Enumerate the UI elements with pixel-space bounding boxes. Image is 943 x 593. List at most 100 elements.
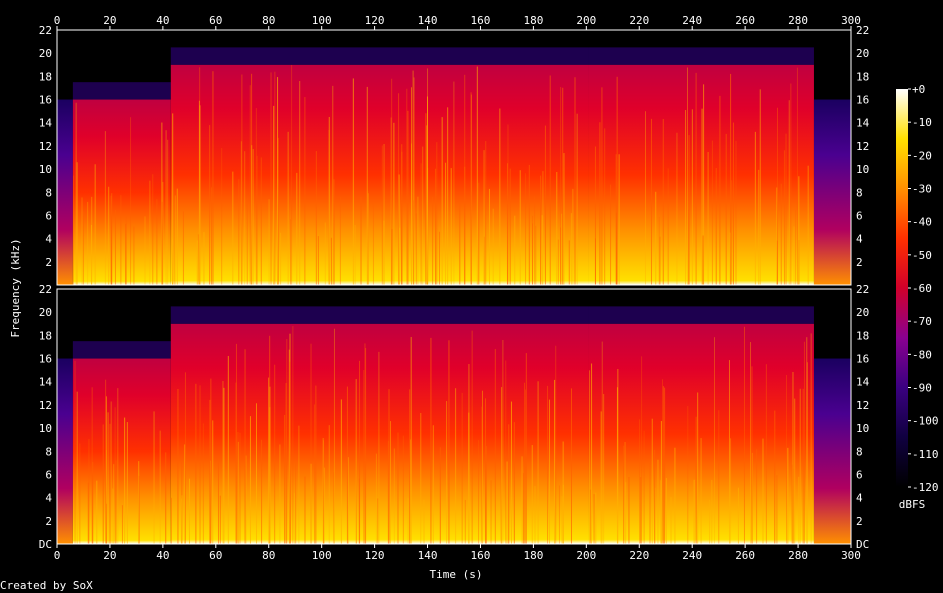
channel-2-streak bbox=[109, 423, 111, 544]
x-tick-top-label: 300 bbox=[841, 14, 861, 27]
channel-2-streak bbox=[87, 482, 89, 544]
channel-1-streak bbox=[560, 227, 562, 285]
channel-2-streak bbox=[153, 411, 155, 544]
channel-2-streak bbox=[310, 343, 312, 544]
channel-2-streak bbox=[115, 460, 117, 544]
channel-1-streak bbox=[244, 151, 246, 285]
channel-1-streak bbox=[197, 234, 199, 285]
channel-2-streak bbox=[410, 336, 412, 544]
channel-2-streak bbox=[651, 418, 653, 544]
channel-2-streak bbox=[662, 386, 664, 544]
x-tick-bottom-label: 140 bbox=[418, 549, 438, 562]
channel-1-streak bbox=[367, 190, 369, 285]
y-tick-right-label: 2 bbox=[856, 515, 863, 528]
colorbar-tick-label: -120 bbox=[912, 481, 939, 494]
x-tick-top-label: 280 bbox=[788, 14, 808, 27]
channel-2-streak bbox=[328, 425, 330, 544]
channel-2-streak bbox=[774, 410, 776, 544]
colorbar-tick-label: +0 bbox=[912, 83, 925, 96]
channel-1-streak bbox=[120, 195, 122, 285]
channel-2-streak bbox=[664, 387, 666, 544]
y-tick-right-label: 2 bbox=[856, 256, 863, 269]
channel-2-streak bbox=[210, 378, 212, 544]
channel-1-streak bbox=[81, 197, 83, 285]
channel-1-streak bbox=[406, 88, 408, 285]
channel-2-streak bbox=[623, 445, 625, 544]
channel-2-streak bbox=[269, 407, 271, 544]
channel-1-streak bbox=[759, 89, 761, 285]
channel-1-streak bbox=[422, 146, 424, 285]
y-tick-left-label: 20 bbox=[39, 47, 52, 60]
channel-1-streak bbox=[111, 193, 113, 285]
channel-1-streak bbox=[317, 236, 319, 285]
channel-1-streak bbox=[76, 162, 78, 285]
channel-2-streak bbox=[525, 353, 527, 544]
channel-2-streak bbox=[245, 455, 247, 544]
colorbar-tick-label: -70 bbox=[912, 315, 932, 328]
x-tick-bottom-label: 240 bbox=[682, 549, 702, 562]
channel-1-streak bbox=[87, 201, 89, 285]
channel-2-streak bbox=[261, 439, 263, 544]
channel-1-frame bbox=[56, 29, 852, 286]
channel-1-streak bbox=[407, 110, 409, 286]
channel-1-streak bbox=[783, 150, 785, 285]
channel-2-streak bbox=[199, 385, 201, 544]
channel-1-streak bbox=[367, 193, 369, 285]
channel-1-streak bbox=[576, 113, 578, 285]
channel-2-streak bbox=[665, 478, 667, 544]
channel-2-streak bbox=[591, 363, 593, 544]
channel-2-streak bbox=[106, 503, 108, 544]
channel-1-streak bbox=[274, 71, 276, 285]
channel-1-streak bbox=[572, 188, 574, 285]
channel-1-streak bbox=[485, 141, 487, 285]
y-tick-right-label: 20 bbox=[856, 306, 869, 319]
channel-1-streak bbox=[332, 85, 334, 285]
channel-2-streak bbox=[471, 330, 473, 544]
channel-1-streak bbox=[702, 235, 704, 285]
channel-2-streak bbox=[806, 362, 808, 544]
channel-1-streak bbox=[758, 169, 760, 285]
channel-2-streak bbox=[323, 467, 325, 544]
y-tick-left-label: 18 bbox=[39, 70, 52, 83]
channel-1-segment-3-rolloff bbox=[170, 47, 589, 65]
channel-2-streak bbox=[791, 464, 793, 544]
channel-1-streak bbox=[453, 81, 455, 286]
channel-1-streak bbox=[130, 117, 132, 285]
channel-2-streak bbox=[794, 398, 796, 544]
channel-1-streak bbox=[735, 140, 737, 285]
channel-2-streak bbox=[765, 364, 767, 544]
channel-1-streak bbox=[167, 139, 169, 285]
channel-1-streak bbox=[289, 219, 291, 285]
channel-2-streak bbox=[91, 387, 93, 544]
channel-2-streak bbox=[388, 389, 390, 544]
y-tick-left-label: 4 bbox=[45, 233, 52, 246]
channel-2-streak bbox=[786, 374, 788, 544]
channel-1-segment-4-rolloff bbox=[588, 47, 814, 65]
channel-1-streak bbox=[731, 180, 733, 285]
channel-1-streak bbox=[291, 65, 293, 286]
channel-2-streak bbox=[468, 412, 470, 544]
y-tick-left-label: 12 bbox=[39, 140, 52, 153]
channel-1-streak bbox=[776, 187, 778, 285]
channel-1-streak bbox=[780, 183, 782, 285]
channel-1-streak bbox=[594, 146, 596, 285]
y-tick-right-label: 16 bbox=[856, 94, 869, 107]
channel-2-streak bbox=[430, 337, 432, 544]
channel-1-streak bbox=[165, 130, 167, 285]
channel-1-panel bbox=[56, 29, 852, 286]
channel-1-streak bbox=[277, 77, 279, 286]
x-tick-bottom-label: 280 bbox=[788, 549, 808, 562]
channel-1-streak bbox=[483, 236, 485, 285]
colorbar-tick-label: -80 bbox=[912, 348, 932, 361]
y-tick-left-label: 20 bbox=[39, 306, 52, 319]
channel-2-streak bbox=[616, 387, 618, 544]
y-tick-right-label: 8 bbox=[856, 445, 863, 458]
channel-2-streak bbox=[126, 422, 128, 544]
channel-1-streak bbox=[549, 75, 551, 286]
channel-2-streak bbox=[184, 372, 186, 544]
channel-1-streak bbox=[391, 229, 393, 285]
channel-1-streak bbox=[691, 109, 693, 285]
channel-2-streak bbox=[333, 472, 335, 544]
colorbar-tick-label: -10 bbox=[912, 116, 932, 129]
channel-1-streak bbox=[182, 211, 184, 285]
